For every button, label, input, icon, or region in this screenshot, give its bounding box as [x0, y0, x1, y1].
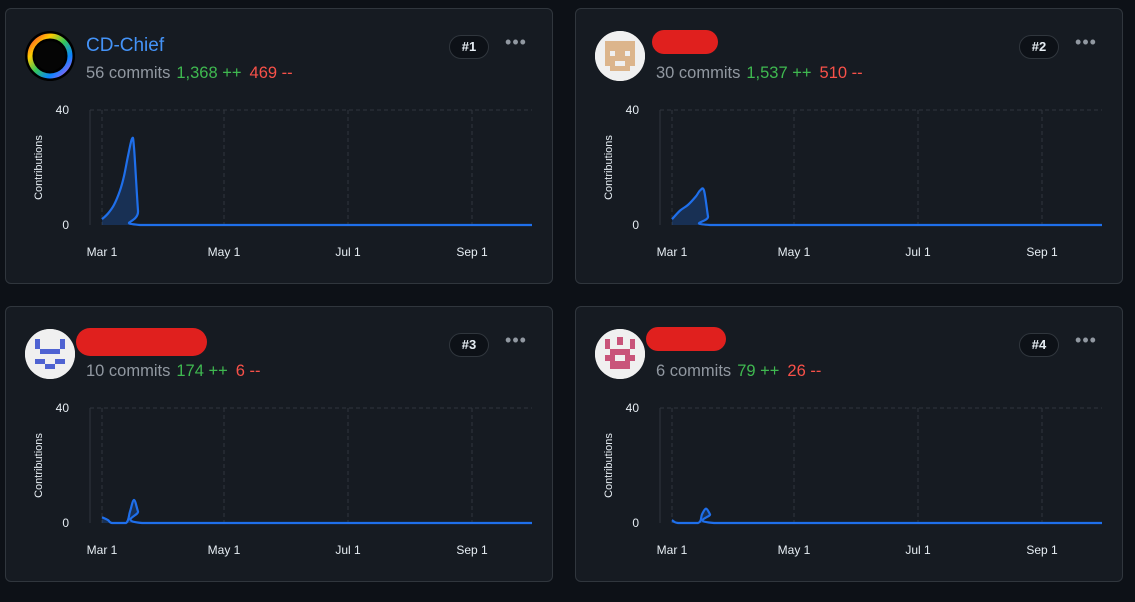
- contributor-stats: 6 commits 79 ++ 26 --: [656, 361, 821, 381]
- y-axis-title: Contributions: [603, 135, 615, 200]
- x-tick-label: Sep 1: [456, 543, 488, 557]
- y-tick-label: 40: [626, 103, 640, 117]
- y-axis-title: Contributions: [33, 433, 45, 498]
- rank-badge: #3: [449, 333, 489, 357]
- deletions-count: 26 --: [787, 362, 822, 380]
- additions-count: 174 ++: [176, 362, 228, 380]
- kebab-menu-icon[interactable]: •••: [505, 32, 527, 52]
- contributions-chart: 40 0 Contributions Mar 1 May 1 Jul 1 Sep 1: [33, 401, 532, 557]
- x-tick-label: Mar 1: [657, 245, 688, 259]
- rank-badge: #1: [449, 35, 489, 59]
- y-tick-label: 0: [632, 516, 639, 530]
- additions-count: 1,368 ++: [176, 64, 242, 82]
- deletions-count: 469 --: [249, 64, 293, 82]
- contributions-chart: 40 0 Contributions Mar 1 May 1 Jul 1 Sep 1: [603, 103, 1102, 259]
- rank-badge: #2: [1019, 35, 1059, 59]
- contributions-line: [671, 507, 1102, 525]
- x-tick-label: Sep 1: [1026, 245, 1058, 259]
- y-tick-label: 40: [56, 103, 70, 117]
- x-tick-label: Jul 1: [905, 245, 931, 259]
- avatar[interactable]: [595, 31, 645, 81]
- x-tick-label: Jul 1: [335, 245, 361, 259]
- x-tick-label: Mar 1: [87, 543, 118, 557]
- rank-badge: #4: [1019, 333, 1059, 357]
- avatar[interactable]: [595, 329, 645, 379]
- x-tick-label: Sep 1: [456, 245, 488, 259]
- avatar-image: [595, 31, 645, 81]
- contributions-area: [672, 508, 1102, 523]
- x-tick-label: May 1: [778, 245, 811, 259]
- contributions-chart: 40 0 Contributions Mar 1 May 1 Jul 1 Sep 1: [33, 103, 532, 259]
- redacted-name: [652, 30, 718, 54]
- commit-count[interactable]: 6 commits: [656, 362, 732, 380]
- deletions-count: 510 --: [819, 64, 863, 82]
- y-tick-label: 40: [626, 401, 640, 415]
- contributor-card: CD-Chief 56 commits 1,368 ++ 469 -- #1 •••…: [5, 8, 553, 284]
- avatar-image: [25, 31, 75, 81]
- contributions-area: [102, 137, 532, 225]
- contributor-card: 30 commits 1,537 ++ 510 -- #2 ••• 40 0 Contr…: [575, 8, 1123, 284]
- x-tick-label: Sep 1: [1026, 543, 1058, 557]
- contributions-line: [101, 136, 532, 227]
- contributor-card: 10 commits 174 ++ 6 -- #3 ••• 40 0 Contribut…: [5, 306, 553, 582]
- y-axis-title: Contributions: [33, 135, 45, 200]
- contributor-card: 6 commits 79 ++ 26 -- #4 ••• 40 0 Contributi…: [575, 306, 1123, 582]
- kebab-menu-icon[interactable]: •••: [1075, 330, 1097, 350]
- contributions-area: [102, 500, 532, 523]
- x-tick-label: Jul 1: [335, 543, 361, 557]
- kebab-menu-icon[interactable]: •••: [1075, 32, 1097, 52]
- y-axis-title: Contributions: [603, 433, 615, 498]
- y-tick-label: 0: [632, 218, 639, 232]
- contributor-stats: 10 commits 174 ++ 6 --: [86, 361, 261, 381]
- redacted-name: [76, 328, 207, 356]
- kebab-menu-icon[interactable]: •••: [505, 330, 527, 350]
- x-tick-label: Mar 1: [657, 543, 688, 557]
- x-tick-label: Jul 1: [905, 543, 931, 557]
- contributions-line: [101, 498, 532, 525]
- x-tick-label: May 1: [778, 543, 811, 557]
- contributor-stats: 30 commits 1,537 ++ 510 --: [656, 63, 863, 83]
- additions-count: 1,537 ++: [746, 64, 812, 82]
- avatar[interactable]: [25, 329, 75, 379]
- contributor-name[interactable]: CD-Chief: [86, 35, 165, 56]
- y-tick-label: 40: [56, 401, 70, 415]
- contributions-line: [671, 187, 1102, 227]
- contributions-chart: 40 0 Contributions Mar 1 May 1 Jul 1 Sep 1: [603, 401, 1102, 557]
- y-tick-label: 0: [62, 516, 69, 530]
- x-tick-label: Mar 1: [87, 245, 118, 259]
- redacted-name: [646, 327, 726, 351]
- additions-count: 79 ++: [737, 362, 780, 380]
- contributor-stats: 56 commits 1,368 ++ 469 --: [86, 63, 293, 83]
- avatar-image: [25, 329, 75, 379]
- x-tick-label: May 1: [208, 245, 241, 259]
- commit-count[interactable]: 10 commits: [86, 362, 171, 380]
- deletions-count: 6 --: [235, 362, 261, 380]
- commit-count[interactable]: 56 commits: [86, 64, 171, 82]
- contributions-area: [672, 188, 1102, 225]
- y-tick-label: 0: [62, 218, 69, 232]
- x-tick-label: May 1: [208, 543, 241, 557]
- commit-count[interactable]: 30 commits: [656, 64, 741, 82]
- avatar-image: [595, 329, 645, 379]
- avatar[interactable]: [25, 31, 75, 81]
